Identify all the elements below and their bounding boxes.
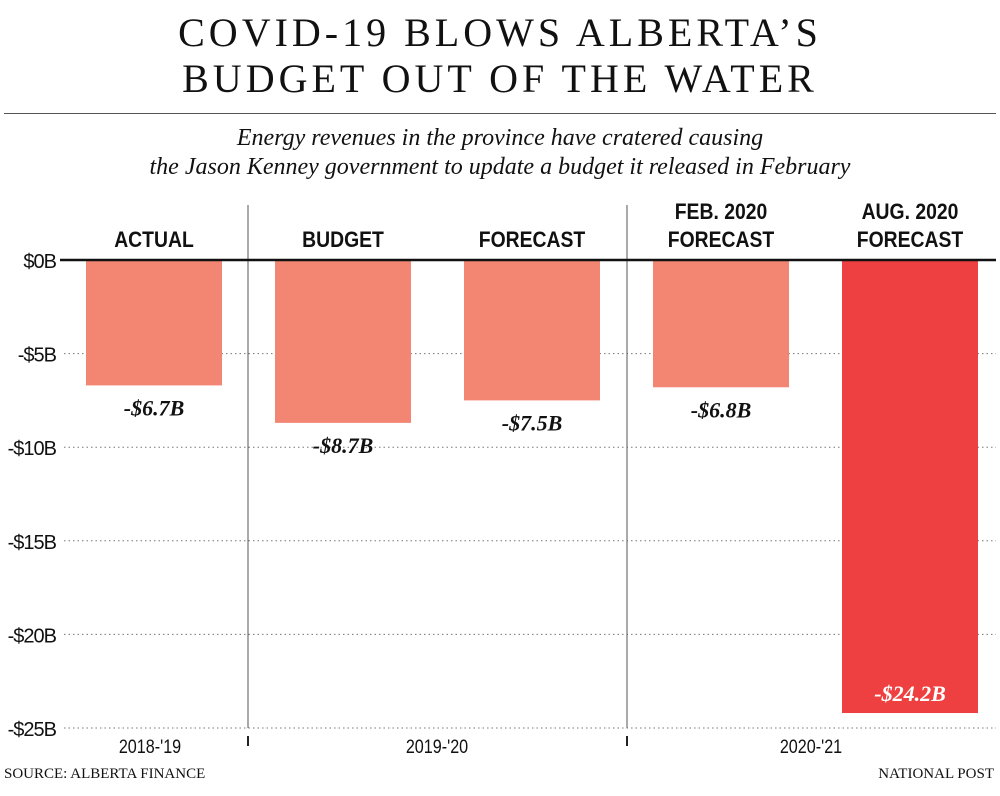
y-tick-label: -$25B [8,719,57,741]
chart-subtitle: Energy revenues in the province have cra… [0,124,1000,182]
bar [842,260,978,714]
y-tick-label: $0B [23,251,56,273]
y-tick-label: -$20B [8,625,57,647]
data-label: -$6.8B [691,397,752,422]
category-label: ACTUAL [114,228,194,252]
subtitle-line-2: the Jason Kenney government to update a … [149,154,851,180]
x-group-label: 2020-'21 [780,736,842,758]
source-note: SOURCE: ALBERTA FINANCE [4,766,206,782]
bar [464,260,600,401]
data-label: -$24.2B [874,681,946,706]
y-tick-label: -$15B [8,532,57,554]
y-tick-label: -$5B [18,345,57,367]
category-label: AUG. 2020 [862,200,959,224]
category-label: FORECAST [857,228,964,252]
x-group-label: 2019-'20 [406,736,469,758]
data-label: -$7.5B [502,410,563,435]
chart-title: COVID-19 BLOWS ALBERTA’S BUDGET OUT OF T… [0,10,1000,102]
subtitle-line-1: Energy revenues in the province have cra… [236,125,764,151]
x-group-label: 2018-'19 [119,736,181,758]
bar [86,260,222,386]
data-label: -$8.7B [313,433,374,458]
credit: NATIONAL POST [878,766,994,782]
category-label: FEB. 2020 [675,200,768,224]
data-label: -$6.7B [124,395,185,420]
category-label: FORECAST [668,228,775,252]
category-label: FORECAST [479,228,586,252]
bar [275,260,411,423]
y-tick-label: -$10B [8,438,57,460]
title-line-2: BUDGET OUT OF THE WATER [182,56,818,101]
title-line-1: COVID-19 BLOWS ALBERTA’S [178,10,822,55]
category-label: BUDGET [302,228,384,252]
bar [653,260,789,388]
title-rule [4,113,996,114]
